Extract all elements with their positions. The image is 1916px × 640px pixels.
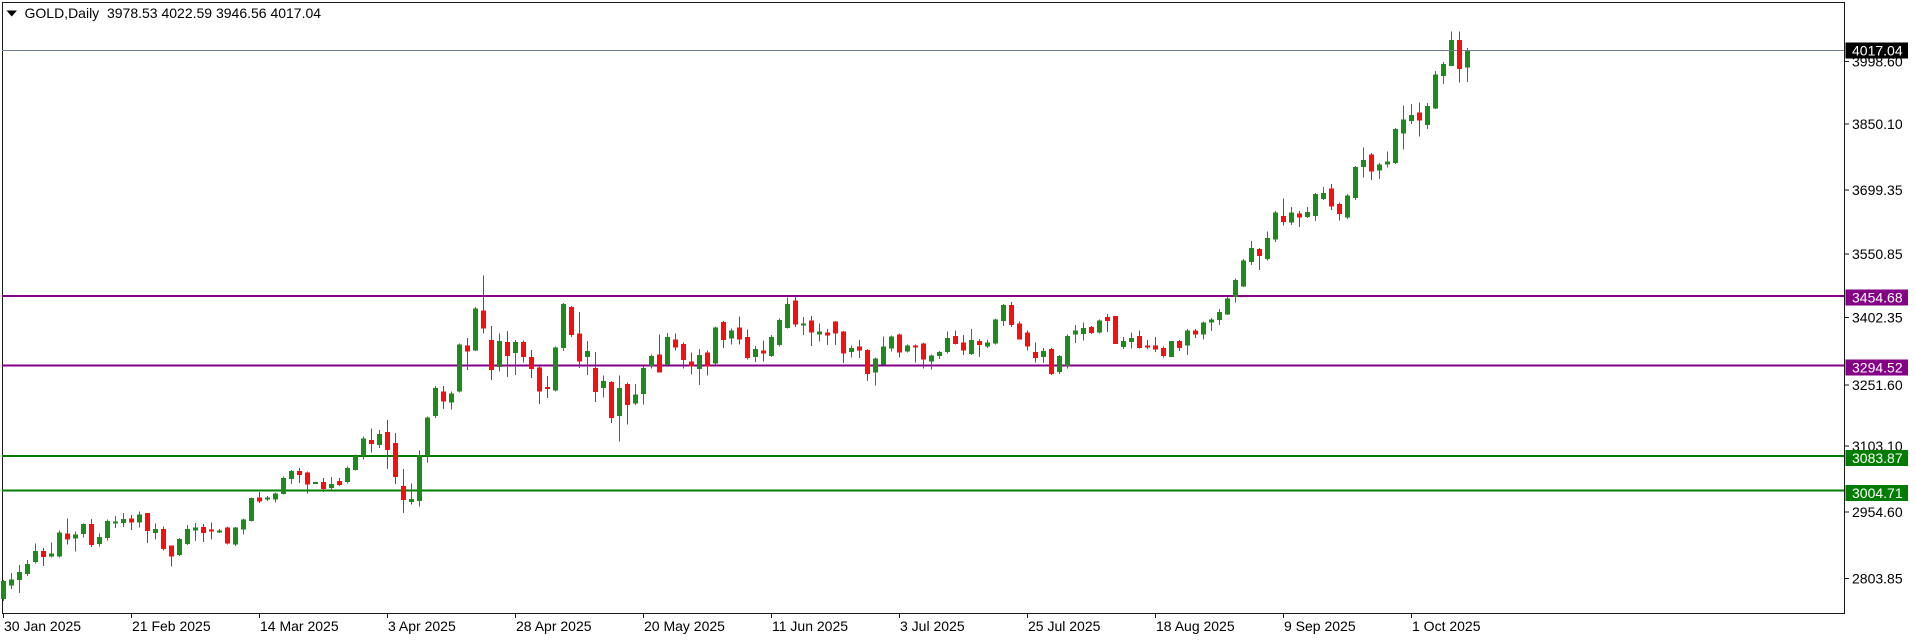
svg-text:9 Sep 2025: 9 Sep 2025 [1284,618,1356,634]
svg-text:14 Mar 2025: 14 Mar 2025 [260,618,339,634]
svg-text:11 Jun 2025: 11 Jun 2025 [772,618,848,634]
svg-text:3 Jul 2025: 3 Jul 2025 [900,618,965,634]
svg-text:3850.10: 3850.10 [1852,116,1903,132]
svg-text:3699.35: 3699.35 [1852,182,1903,198]
svg-text:GOLD,Daily 3978.53 4022.59 39: GOLD,Daily 3978.53 4022.59 3946.56 4017.… [25,5,322,21]
svg-text:20 May 2025: 20 May 2025 [644,618,725,634]
svg-text:3083.87: 3083.87 [1852,450,1903,466]
svg-text:3251.60: 3251.60 [1852,377,1903,393]
svg-text:28 Apr 2025: 28 Apr 2025 [516,618,592,634]
svg-text:1 Oct 2025: 1 Oct 2025 [1412,618,1481,634]
svg-text:4017.04: 4017.04 [1852,43,1903,59]
svg-text:3402.35: 3402.35 [1852,310,1903,326]
svg-text:30 Jan 2025: 30 Jan 2025 [4,618,81,634]
svg-text:2954.60: 2954.60 [1852,504,1903,520]
svg-text:3004.71: 3004.71 [1852,485,1903,501]
svg-text:25 Jul 2025: 25 Jul 2025 [1028,618,1101,634]
svg-text:2803.85: 2803.85 [1852,571,1903,587]
svg-text:21 Feb 2025: 21 Feb 2025 [132,618,211,634]
svg-text:3 Apr 2025: 3 Apr 2025 [388,618,456,634]
svg-text:3294.52: 3294.52 [1852,360,1903,376]
svg-text:18 Aug 2025: 18 Aug 2025 [1156,618,1235,634]
svg-text:3454.68: 3454.68 [1852,290,1903,306]
svg-text:3550.85: 3550.85 [1852,246,1903,262]
